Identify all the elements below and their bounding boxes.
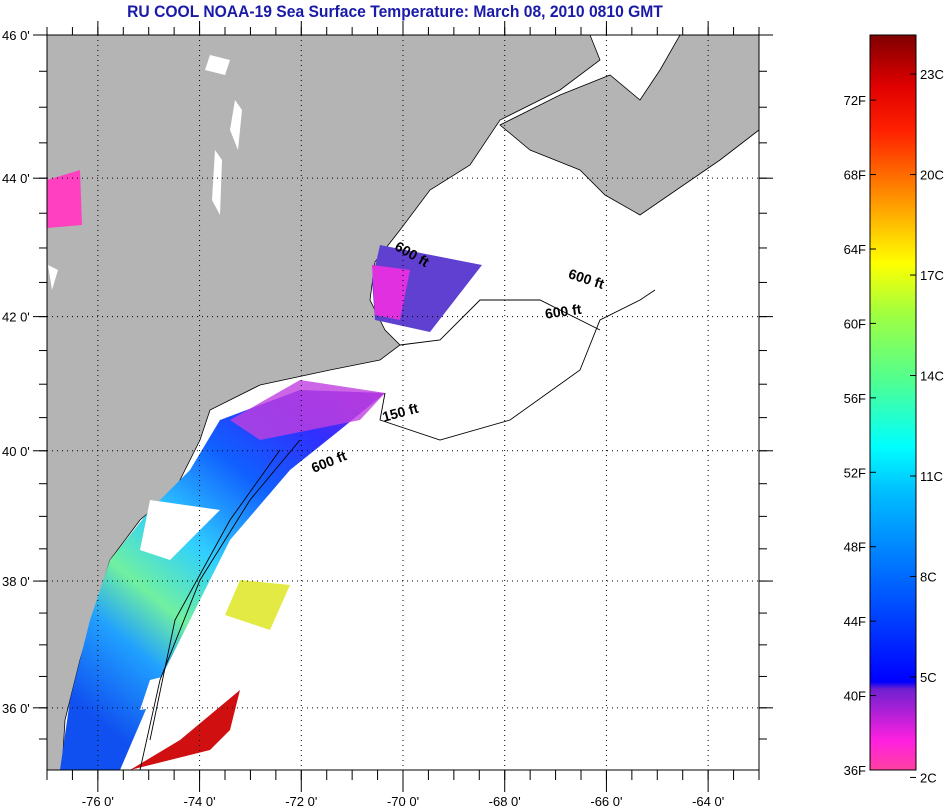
colorbar-c-label: 20C [920,168,944,183]
lon-label: -66 0' [590,794,622,809]
colorbar-f-label: 48F [844,540,866,555]
colorbar-c-label: 23C [920,67,944,82]
lakes [48,55,242,290]
figure-title: RU COOL NOAA-19 Sea Surface Temperature:… [127,2,663,21]
colorbar-f-label: 36F [844,763,866,778]
colorbar-f-label: 56F [844,391,866,406]
colorbar-f-label: 68F [844,168,866,183]
colorbar-c-label: 8C [920,569,937,584]
lon-label: -64 0' [692,794,724,809]
colorbar-f-label: 44F [844,614,866,629]
colorbar-f-label: 72F [844,93,866,108]
lon-label: -72 0' [285,794,317,809]
colorbar-c-label: 14C [920,369,944,384]
lon-label: -68 0' [489,794,521,809]
lon-label: -76 0' [82,794,114,809]
colorbar-ticks: 72F 68F 64F 60F 56F 52F 48F 44F 40F 36F 23C 20C 17C 1… [844,67,944,785]
lat-label: 36 0' [2,701,30,716]
lat-label: 38 0' [2,574,30,589]
colorbar-f-label: 60F [844,316,866,331]
lat-label: 40 0' [2,444,30,459]
contour-label: 600 ft [544,301,583,322]
colorbar [869,34,917,771]
lat-label: 46 0' [2,28,30,43]
lon-label: -74 0' [184,794,216,809]
colorbar-c-label: 5C [920,670,937,685]
colorbar-f-label: 40F [844,689,866,704]
colorbar-c-label: 2C [920,770,937,785]
axes: -76 0' -74 0' -72 0' -70 0' -68 0' -66 0' -64 … [2,21,773,809]
lat-label: 42 0' [2,310,30,325]
colorbar-c-label: 11C [920,469,943,484]
colorbar-c-label: 17C [920,268,944,283]
colorbar-f-label: 52F [844,465,866,480]
colorbar-f-label: 64F [844,242,866,257]
lon-label: -70 0' [387,794,419,809]
lat-label: 44 0' [2,171,30,186]
